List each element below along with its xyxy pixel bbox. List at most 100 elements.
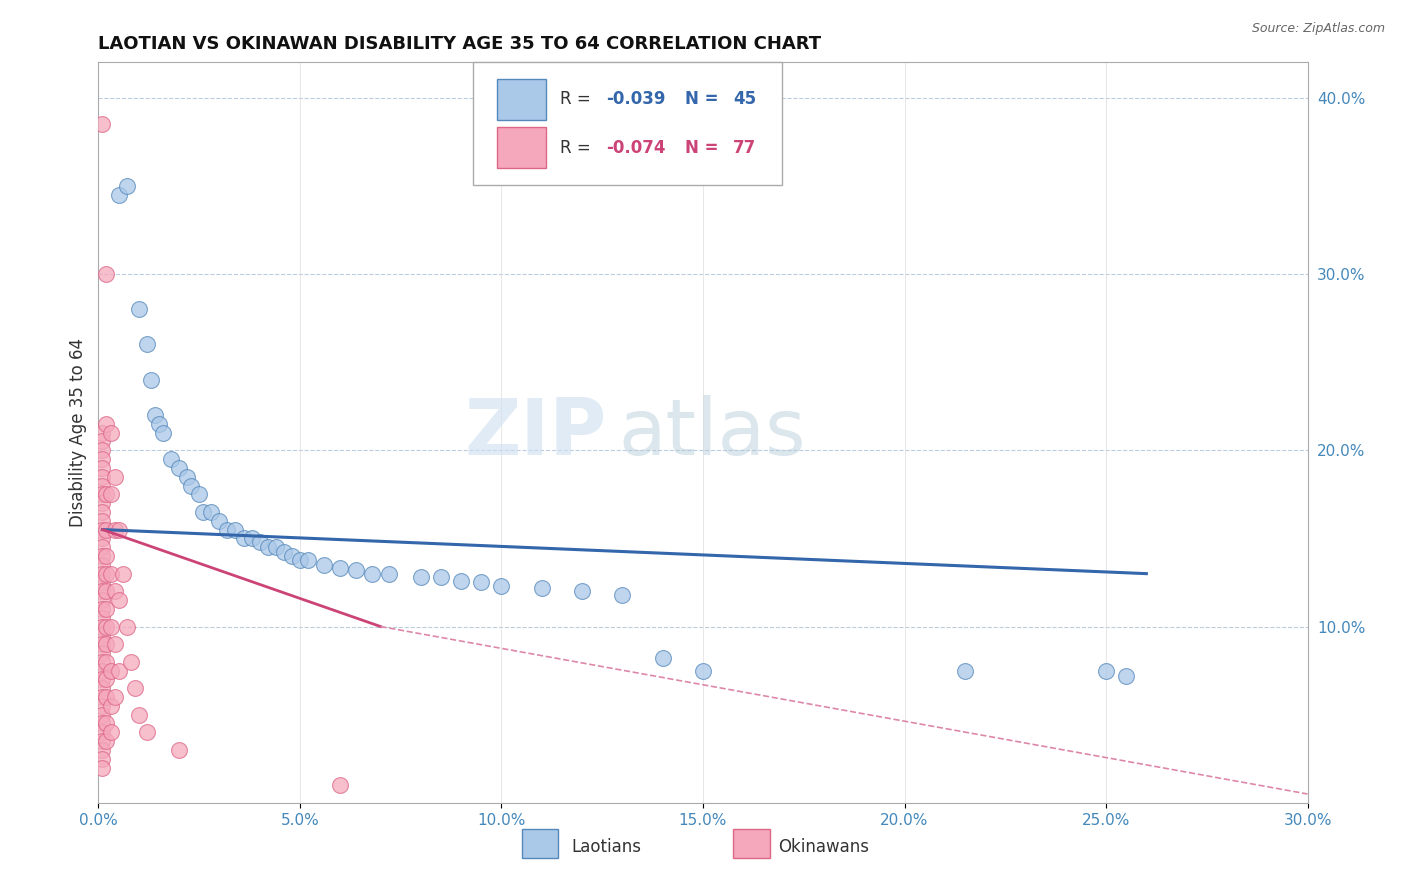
Point	[100, 425, 122, 440]
Point	[361, 566, 384, 581]
Point	[120, 655, 142, 669]
Point	[91, 602, 114, 616]
Point	[107, 664, 129, 678]
Point	[91, 734, 114, 748]
Text: Laotians: Laotians	[571, 838, 641, 856]
Point	[329, 561, 352, 575]
Text: -0.074: -0.074	[606, 138, 666, 157]
Point	[96, 690, 118, 704]
Point	[107, 593, 129, 607]
Text: R =: R =	[561, 90, 596, 109]
Point	[240, 532, 263, 546]
Point	[377, 566, 399, 581]
Point	[152, 425, 174, 440]
Point	[430, 570, 453, 584]
FancyBboxPatch shape	[522, 829, 558, 858]
Text: N =: N =	[685, 90, 724, 109]
Point	[264, 540, 287, 554]
Point	[167, 743, 190, 757]
Point	[107, 523, 129, 537]
Point	[91, 752, 114, 766]
Point	[91, 593, 114, 607]
Point	[200, 505, 222, 519]
Point	[91, 478, 114, 492]
Text: 77: 77	[734, 138, 756, 157]
Point	[96, 716, 118, 731]
Point	[249, 535, 271, 549]
Point	[91, 673, 114, 687]
Point	[91, 637, 114, 651]
Point	[115, 178, 138, 193]
Point	[91, 690, 114, 704]
Point	[100, 698, 122, 713]
Text: Okinawans: Okinawans	[779, 838, 869, 856]
Text: N =: N =	[685, 138, 724, 157]
Point	[91, 566, 114, 581]
Point	[208, 514, 231, 528]
Point	[409, 570, 432, 584]
Point	[91, 532, 114, 546]
Point	[124, 681, 146, 696]
Point	[91, 619, 114, 633]
Point	[91, 469, 114, 483]
Point	[91, 505, 114, 519]
Point	[96, 602, 118, 616]
Point	[91, 523, 114, 537]
Point	[297, 552, 319, 566]
Point	[288, 552, 311, 566]
Point	[96, 487, 118, 501]
Point	[96, 584, 118, 599]
Text: LAOTIAN VS OKINAWAN DISABILITY AGE 35 TO 64 CORRELATION CHART: LAOTIAN VS OKINAWAN DISABILITY AGE 35 TO…	[98, 35, 821, 53]
Point	[91, 549, 114, 563]
Point	[100, 566, 122, 581]
Point	[91, 743, 114, 757]
Point	[148, 417, 170, 431]
Point	[91, 434, 114, 449]
Point	[91, 646, 114, 660]
Point	[107, 187, 129, 202]
Point	[180, 478, 202, 492]
Point	[96, 655, 118, 669]
Point	[1095, 664, 1118, 678]
Point	[344, 563, 367, 577]
Point	[128, 302, 150, 317]
Point	[115, 619, 138, 633]
Point	[91, 443, 114, 458]
Point	[103, 584, 125, 599]
Point	[91, 716, 114, 731]
Point	[571, 584, 593, 599]
Point	[135, 725, 157, 739]
Point	[193, 505, 215, 519]
Point	[96, 637, 118, 651]
Text: atlas: atlas	[619, 394, 806, 471]
Point	[103, 469, 125, 483]
Point	[273, 545, 295, 559]
Point	[100, 487, 122, 501]
Point	[160, 452, 183, 467]
Point	[91, 628, 114, 642]
Point	[176, 469, 198, 483]
Point	[91, 425, 114, 440]
Point	[91, 496, 114, 510]
Point	[96, 523, 118, 537]
Point	[91, 610, 114, 624]
Point	[91, 540, 114, 554]
Point	[103, 690, 125, 704]
Point	[96, 267, 118, 281]
Point	[91, 514, 114, 528]
Point	[135, 337, 157, 351]
Point	[281, 549, 304, 563]
Point	[100, 664, 122, 678]
Text: ZIP: ZIP	[464, 394, 606, 471]
Point	[224, 523, 246, 537]
Point	[470, 575, 492, 590]
Point	[100, 725, 122, 739]
Point	[450, 574, 472, 588]
FancyBboxPatch shape	[498, 128, 546, 168]
Point	[143, 408, 166, 422]
Point	[692, 664, 714, 678]
Point	[651, 651, 673, 665]
Point	[1115, 669, 1137, 683]
Point	[612, 588, 634, 602]
Point	[953, 664, 976, 678]
